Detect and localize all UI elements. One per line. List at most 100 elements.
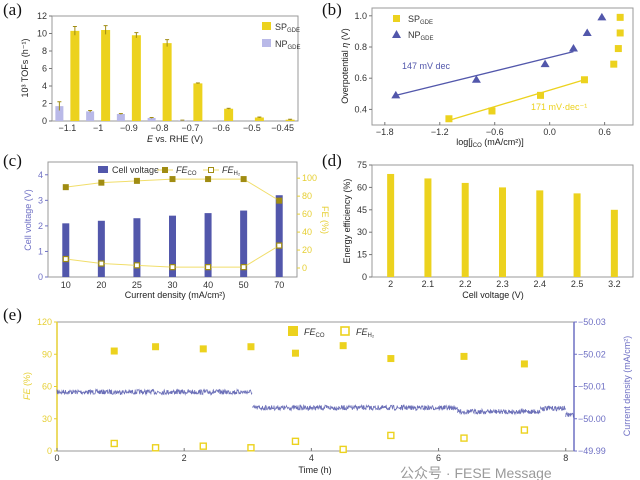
c-voltage-bar xyxy=(169,215,176,277)
a-xtick-label: −0.9 xyxy=(120,123,138,133)
e-left-ytick-label: 90 xyxy=(42,349,52,359)
c-xlabel: Current density (mA/cm²) xyxy=(125,290,226,300)
e-fe-point xyxy=(339,445,347,454)
c-fe-point xyxy=(133,177,140,184)
b-point xyxy=(616,13,624,21)
c-legend-marker xyxy=(208,167,214,173)
d-xtick-label: 3.2 xyxy=(608,279,621,289)
c-fe-point xyxy=(240,264,247,271)
c-legend-label-sub: CO xyxy=(188,171,197,177)
c-legend-label-main: FE xyxy=(176,165,188,175)
a-bar xyxy=(55,106,64,121)
d-bar xyxy=(499,187,506,277)
e-legend-label-main: FE xyxy=(356,327,368,337)
e-legend-label-sub: H₂ xyxy=(368,333,375,339)
b-point xyxy=(537,91,545,99)
c-xtick-label: 20 xyxy=(96,280,106,290)
c-legend-marker xyxy=(162,167,168,173)
e-xtick-label: 4 xyxy=(309,453,314,463)
a-bar xyxy=(131,35,141,121)
d-ylabel: Energy efficiency (%) xyxy=(342,179,352,264)
c-voltage-bar xyxy=(204,213,212,277)
a-legend-label: SPGDE xyxy=(275,22,300,34)
e-fe-point xyxy=(387,431,395,440)
b-legend-label-sub: GDE xyxy=(421,36,434,42)
e-legend-label: FEH₂ xyxy=(356,327,375,339)
c-xtick-label: 50 xyxy=(239,280,249,290)
c-left-ytick-label: 1 xyxy=(38,246,43,256)
d-ytick-label: 45 xyxy=(357,205,367,215)
b-ytick-label: 0.4 xyxy=(354,104,367,114)
c-legend-label-sub: H₂ xyxy=(234,171,241,177)
c-voltage-bar xyxy=(275,195,283,277)
a-ytick-label: 4 xyxy=(42,81,47,91)
c-right-ytick-label: 80 xyxy=(302,191,312,201)
e-fe-point xyxy=(247,444,255,452)
e-xtick-label: 8 xyxy=(563,453,568,463)
a-legend-label-main: SP xyxy=(275,22,287,32)
b-point xyxy=(488,107,496,115)
a-xtick-label: −1 xyxy=(93,123,103,133)
b-xtick-label: −1.8 xyxy=(376,127,394,137)
e-legend-label-sub: CO xyxy=(316,333,325,339)
e-xlabel: Time (h) xyxy=(298,465,331,475)
a-xtick-label: −0.5 xyxy=(243,123,261,133)
a-ytick-label: 12 xyxy=(37,11,47,21)
c-fe-point xyxy=(62,184,69,191)
e-fe-point xyxy=(199,442,207,450)
b-ytick-label: 0.6 xyxy=(354,73,367,83)
a-xlabel: E vs. RHE (V) xyxy=(147,134,203,144)
c-fe-point xyxy=(169,264,176,271)
c-voltage-bar xyxy=(240,210,248,277)
c-right-ytick-label: 20 xyxy=(302,245,312,255)
e-plot-frame xyxy=(56,321,575,452)
a-bar xyxy=(178,120,187,121)
c-right-ytick-label: 100 xyxy=(302,173,317,183)
a-bar xyxy=(162,43,172,121)
e-fe-point xyxy=(247,343,255,351)
c-left-ytick-label: 3 xyxy=(38,195,43,205)
e-xtick-label: 6 xyxy=(436,453,441,463)
a-bar xyxy=(116,114,125,121)
a-legend-label-main: NP xyxy=(275,39,288,49)
b-legend-marker xyxy=(393,15,400,22)
e-left-ytick-label: 30 xyxy=(42,414,52,424)
e-ylabel-left: FE (%) xyxy=(22,372,32,400)
b-point xyxy=(616,29,624,37)
d-bar xyxy=(536,190,544,277)
b-point xyxy=(445,115,453,123)
b-point xyxy=(540,59,550,68)
d-bar xyxy=(573,193,581,277)
e-left-ytick-label: 0 xyxy=(47,446,52,456)
a-bar xyxy=(86,111,95,121)
e-legend-marker xyxy=(288,326,298,336)
c-legend-label: FEH₂ xyxy=(222,165,241,177)
b-slope-annotation: 171 mV·dec⁻¹ xyxy=(531,102,587,112)
c-xtick-label: 40 xyxy=(203,280,213,290)
e-fe-point xyxy=(460,352,468,360)
a-ytick-label: 2 xyxy=(42,99,47,109)
e-legend-marker xyxy=(340,326,350,336)
a-ytick-label: 10 xyxy=(37,29,47,39)
d-ytick-label: 30 xyxy=(357,227,367,237)
c-right-ytick-label: 40 xyxy=(302,227,312,237)
a-legend-label-sub: GDE xyxy=(288,45,301,51)
a-bar xyxy=(147,117,156,121)
b-fit-line xyxy=(448,79,585,121)
a-ytick-label: 8 xyxy=(42,46,47,56)
e-fe-point xyxy=(199,345,207,353)
c-fe-point xyxy=(276,197,283,204)
b-xtick-label: 0.0 xyxy=(543,127,556,137)
c-voltage-bar xyxy=(62,223,70,277)
d-ytick-label: 60 xyxy=(357,182,367,192)
b-plot-frame xyxy=(371,7,634,126)
b-ytick-label: 0.8 xyxy=(354,42,367,52)
a-ytick-label: 0 xyxy=(42,116,47,126)
e-left-ytick-label: 60 xyxy=(42,382,52,392)
b-xlabel: log[jCO (mA/cm²)] xyxy=(456,137,524,149)
b-legend-marker xyxy=(392,30,401,38)
c-legend-label: FECO xyxy=(176,165,197,177)
panel-label-e: (e) xyxy=(3,305,22,324)
e-left-ytick-label: 120 xyxy=(37,317,52,327)
